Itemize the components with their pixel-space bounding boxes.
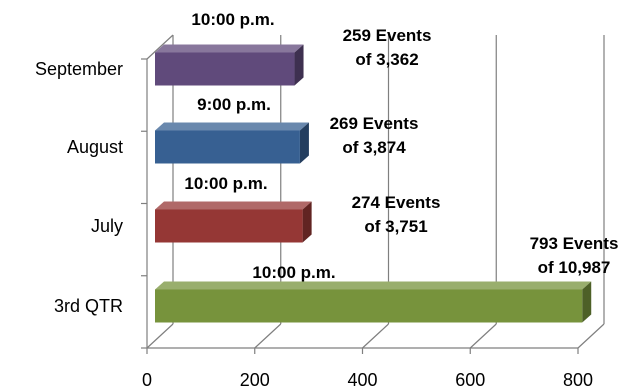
- labels: 3rd QTR July August September 10:00 p.m. 10:0…: [35, 10, 618, 316]
- bar-top: [155, 281, 592, 290]
- count-label: of 3,751: [364, 217, 427, 236]
- bar-side: [294, 44, 304, 86]
- x-tick-label: 600: [455, 370, 485, 390]
- time-label: 10:00 p.m.: [252, 263, 335, 282]
- count-label: 259 Events: [343, 26, 432, 45]
- bar: [155, 209, 303, 243]
- time-label: 10:00 p.m.: [184, 174, 267, 193]
- category-label: August: [67, 137, 123, 157]
- bar-top: [155, 44, 304, 53]
- x-tick-label: 0: [142, 370, 152, 390]
- bar-top: [155, 122, 309, 131]
- time-label: 10:00 p.m.: [191, 10, 274, 29]
- category-label: 3rd QTR: [54, 296, 123, 316]
- category-label: September: [35, 59, 123, 79]
- floor-line: [254, 323, 282, 349]
- floor-line: [146, 323, 174, 349]
- bar-side: [302, 201, 312, 243]
- count-label: of 3,874: [342, 138, 406, 157]
- floor-line: [469, 323, 497, 349]
- count-label: of 3,362: [355, 50, 418, 69]
- count-label: of 10,987: [538, 258, 611, 277]
- bar-side: [299, 122, 309, 164]
- bar: [155, 289, 583, 323]
- count-label: 793 Events: [530, 234, 619, 253]
- axes: 0 200 400 600 800: [141, 58, 593, 390]
- category-label: July: [91, 216, 123, 236]
- floor-line: [362, 323, 389, 349]
- count-label: 274 Events: [352, 193, 441, 212]
- x-tick-label: 200: [240, 370, 270, 390]
- bar: [155, 52, 295, 86]
- floor-line: [577, 323, 605, 349]
- x-tick-label: 400: [347, 370, 377, 390]
- x-tick-label: 800: [563, 370, 593, 390]
- time-label: 9:00 p.m.: [197, 95, 271, 114]
- count-label: 269 Events: [330, 114, 419, 133]
- bars: [155, 44, 592, 323]
- bar-top: [155, 201, 312, 210]
- wall-edge: [146, 34, 174, 60]
- bar: [155, 130, 300, 164]
- bar-side: [582, 281, 592, 323]
